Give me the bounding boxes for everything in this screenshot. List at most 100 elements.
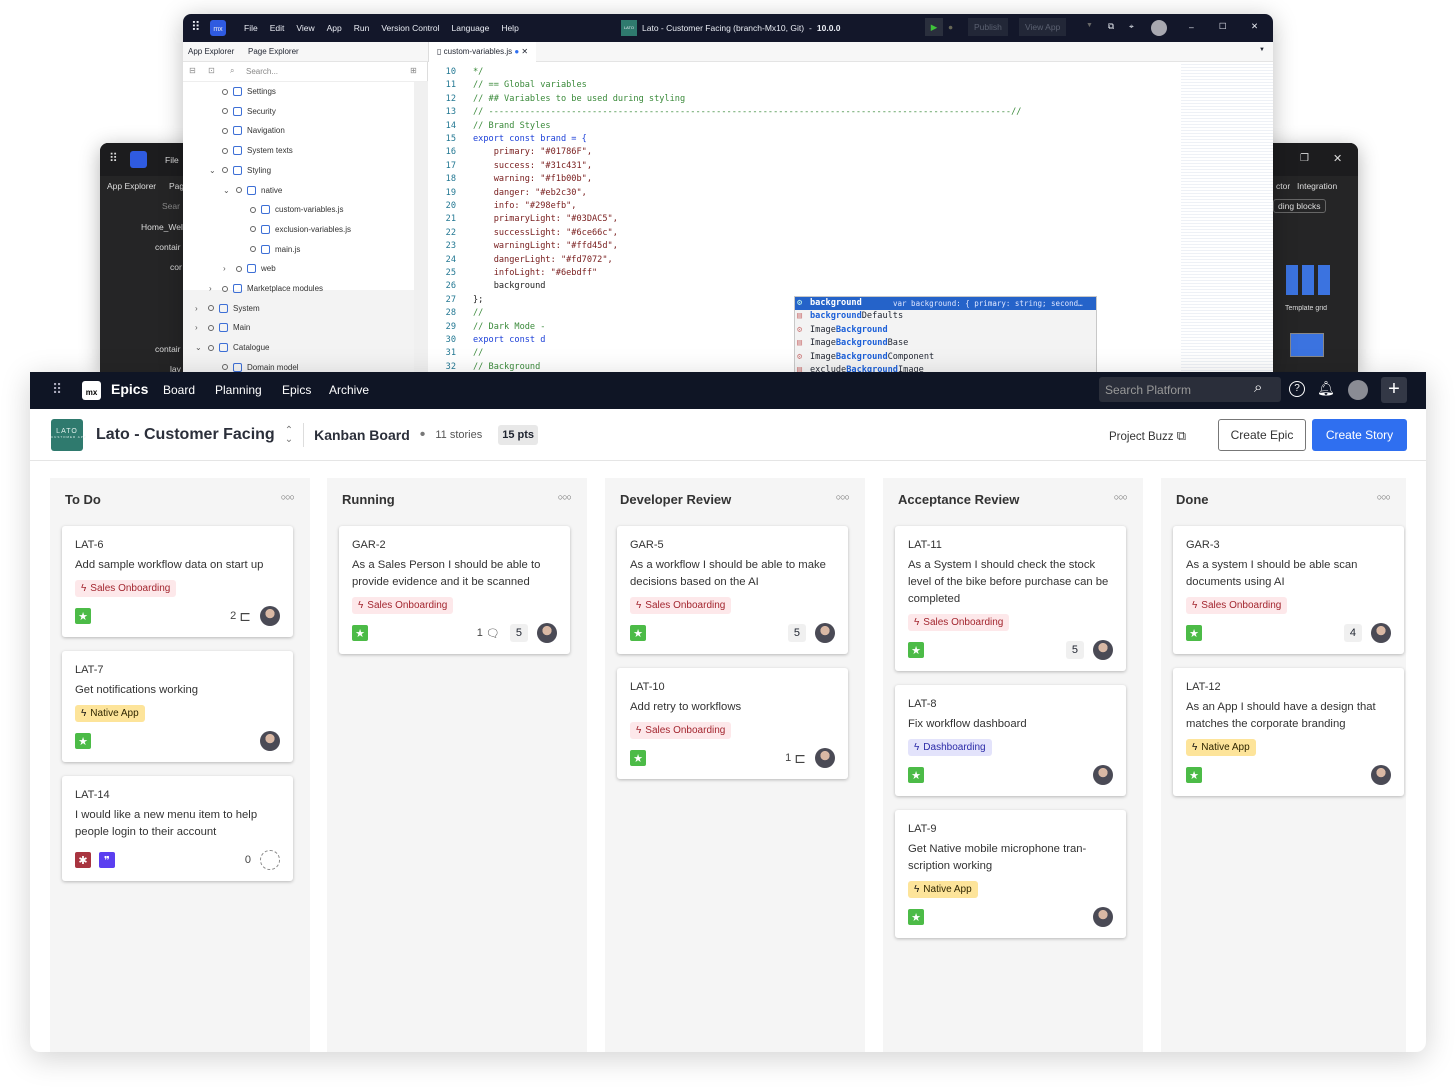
story-card[interactable]: GAR-5 As a workflow I should be able to m…: [617, 526, 848, 654]
story-id[interactable]: LAT-9: [908, 823, 937, 835]
expand-chevron-icon[interactable]: ⌄: [195, 343, 202, 353]
tree-item[interactable]: Security: [209, 102, 276, 121]
story-card[interactable]: LAT-7 Get notifications working ϟ Native Ap…: [62, 651, 293, 762]
story-card[interactable]: LAT-8 Fix workflow dashboard ϟ Dashboarding…: [895, 685, 1126, 796]
autocomplete-item[interactable]: ▤ excludeBackgroundImage: [795, 364, 1096, 372]
dark-tab-integration[interactable]: Integration: [1297, 181, 1338, 191]
expand-icon[interactable]: ⊡: [208, 66, 215, 75]
story-card[interactable]: GAR-2 As a Sales Person I should be able …: [339, 526, 570, 654]
apps-grid-icon[interactable]: ⠿: [52, 381, 63, 397]
tab-page-explorer[interactable]: Page Explorer: [248, 47, 299, 56]
user-avatar[interactable]: [1151, 20, 1167, 36]
assignee-avatar[interactable]: [815, 623, 835, 643]
template-grid-label[interactable]: Template grid: [1285, 305, 1328, 312]
nav-board[interactable]: Board: [163, 383, 196, 397]
epic-tag[interactable]: ϟ Native App: [1186, 739, 1256, 756]
menu-view[interactable]: View: [296, 23, 315, 33]
menu-file[interactable]: File: [244, 23, 258, 33]
project-buzz-link[interactable]: Project Buzz ⧉: [1109, 428, 1186, 444]
help-icon[interactable]: ?: [1289, 381, 1305, 397]
tab-app-explorer[interactable]: App Explorer: [188, 47, 235, 56]
menu-edit[interactable]: Edit: [269, 23, 285, 33]
epic-tag[interactable]: ϟ Sales Onboarding: [908, 614, 1010, 631]
expand-chevron-icon[interactable]: ⌄: [209, 165, 216, 175]
story-id[interactable]: LAT-10: [630, 681, 665, 693]
expand-chevron-icon[interactable]: ›: [195, 303, 198, 313]
collapse-all-icon[interactable]: ⊟: [189, 66, 196, 75]
autocomplete-item[interactable]: ▤ backgroundDefaults: [795, 310, 1096, 323]
add-button[interactable]: +: [1381, 377, 1407, 403]
dark-tree-item[interactable]: cor: [170, 262, 182, 272]
minimize-icon[interactable]: –: [1189, 22, 1194, 32]
menu-help[interactable]: Help: [501, 23, 519, 33]
tree-item[interactable]: › Marketplace modules: [209, 279, 323, 298]
dark-tree-item[interactable]: contair: [155, 242, 181, 252]
building-blocks-chip[interactable]: ding blocks: [1273, 199, 1326, 213]
bell-icon[interactable]: 🔔︎: [1317, 380, 1335, 396]
column-menu-icon[interactable]: ○○○: [1113, 492, 1128, 502]
autocomplete-item[interactable]: ⚙ ImageBackgroundComponent: [795, 351, 1096, 364]
nav-planning[interactable]: Planning: [215, 383, 262, 397]
tree-item[interactable]: ⌄ Catalogue: [195, 338, 269, 357]
story-id[interactable]: LAT-7: [75, 664, 104, 676]
autocomplete-item[interactable]: ⚙ background var background: { primary: st…: [795, 297, 1096, 311]
search-icon[interactable]: ⌕: [1254, 379, 1263, 396]
explorer-search-input[interactable]: Search...: [246, 67, 279, 76]
apps-grid-icon[interactable]: ⠿: [191, 19, 201, 34]
tree-item[interactable]: Domain model: [209, 358, 299, 372]
epic-tag[interactable]: ϟ Sales Onboarding: [630, 597, 732, 614]
story-id[interactable]: GAR-2: [352, 539, 386, 551]
assignee-avatar[interactable]: [815, 748, 835, 768]
tree-item[interactable]: System texts: [209, 141, 293, 160]
close-tab-icon[interactable]: ✕: [521, 47, 529, 56]
tree-item[interactable]: Settings: [209, 82, 276, 101]
story-id[interactable]: LAT-12: [1186, 681, 1221, 693]
expand-chevron-icon[interactable]: ›: [195, 323, 198, 333]
epic-tag[interactable]: ϟ Sales Onboarding: [630, 722, 732, 739]
assignee-avatar[interactable]: [1093, 907, 1113, 927]
story-id[interactable]: GAR-3: [1186, 539, 1220, 551]
maximize-icon[interactable]: ☐: [1219, 21, 1227, 31]
story-id[interactable]: LAT-6: [75, 539, 104, 551]
column-menu-icon[interactable]: ○○○: [1376, 492, 1391, 502]
dark-tab-app-explorer[interactable]: App Explorer: [107, 181, 157, 191]
epic-tag[interactable]: ϟ Native App: [908, 881, 978, 898]
tabs-dropdown-icon[interactable]: ▼: [1259, 47, 1265, 53]
menu-run[interactable]: Run: [353, 23, 370, 33]
assignee-avatar[interactable]: [1371, 765, 1391, 785]
story-id[interactable]: LAT-8: [908, 698, 937, 710]
unassigned-avatar-icon[interactable]: [260, 850, 280, 870]
assignee-avatar[interactable]: [260, 606, 280, 626]
add-icon[interactable]: ⊞: [410, 66, 417, 75]
epic-tag[interactable]: ϟ Sales Onboarding: [75, 580, 177, 597]
run-button[interactable]: ▶: [925, 18, 943, 36]
dark-search[interactable]: Sear: [162, 201, 180, 211]
dark-tab-page[interactable]: Pag: [169, 181, 183, 191]
column-menu-icon[interactable]: ○○○: [835, 492, 850, 502]
app-name[interactable]: Epics: [111, 381, 149, 397]
tree-item[interactable]: › Main: [195, 318, 250, 337]
user-avatar[interactable]: [1348, 380, 1368, 400]
story-id[interactable]: LAT-11: [908, 539, 942, 551]
story-card[interactable]: LAT-9 Get Native mobile microphone tran-s…: [895, 810, 1126, 938]
assignee-avatar[interactable]: [1371, 623, 1391, 643]
story-id[interactable]: GAR-5: [630, 539, 664, 551]
assignee-avatar[interactable]: [537, 623, 557, 643]
story-id[interactable]: LAT-14: [75, 789, 110, 801]
dark-tree-item[interactable]: contair: [155, 344, 181, 354]
sync-icon[interactable]: ⧉: [1108, 21, 1115, 31]
story-card[interactable]: LAT-10 Add retry to workflows ϟ Sales Onboa…: [617, 668, 848, 779]
dark-tree-item[interactable]: lay: [170, 364, 181, 372]
menu-app[interactable]: App: [326, 23, 342, 33]
nav-archive[interactable]: Archive: [329, 383, 370, 397]
close-icon[interactable]: ✕: [1333, 153, 1343, 165]
minimap[interactable]: [1181, 62, 1273, 372]
editor-tab-custom-variables[interactable]: ▯ custom-variables.js ● ✕: [428, 42, 537, 62]
tree-scrollbar[interactable]: [414, 82, 428, 372]
story-card[interactable]: LAT-14 I would like a new menu item to he…: [62, 776, 293, 881]
expand-chevron-icon[interactable]: ›: [209, 284, 212, 293]
tree-item[interactable]: ⌄ Styling: [209, 161, 271, 180]
epic-tag[interactable]: ϟ Sales Onboarding: [1186, 597, 1288, 614]
project-switcher-icon[interactable]: ⌃ ⌄: [284, 425, 294, 445]
tree-item[interactable]: ⌄ native: [223, 181, 282, 200]
